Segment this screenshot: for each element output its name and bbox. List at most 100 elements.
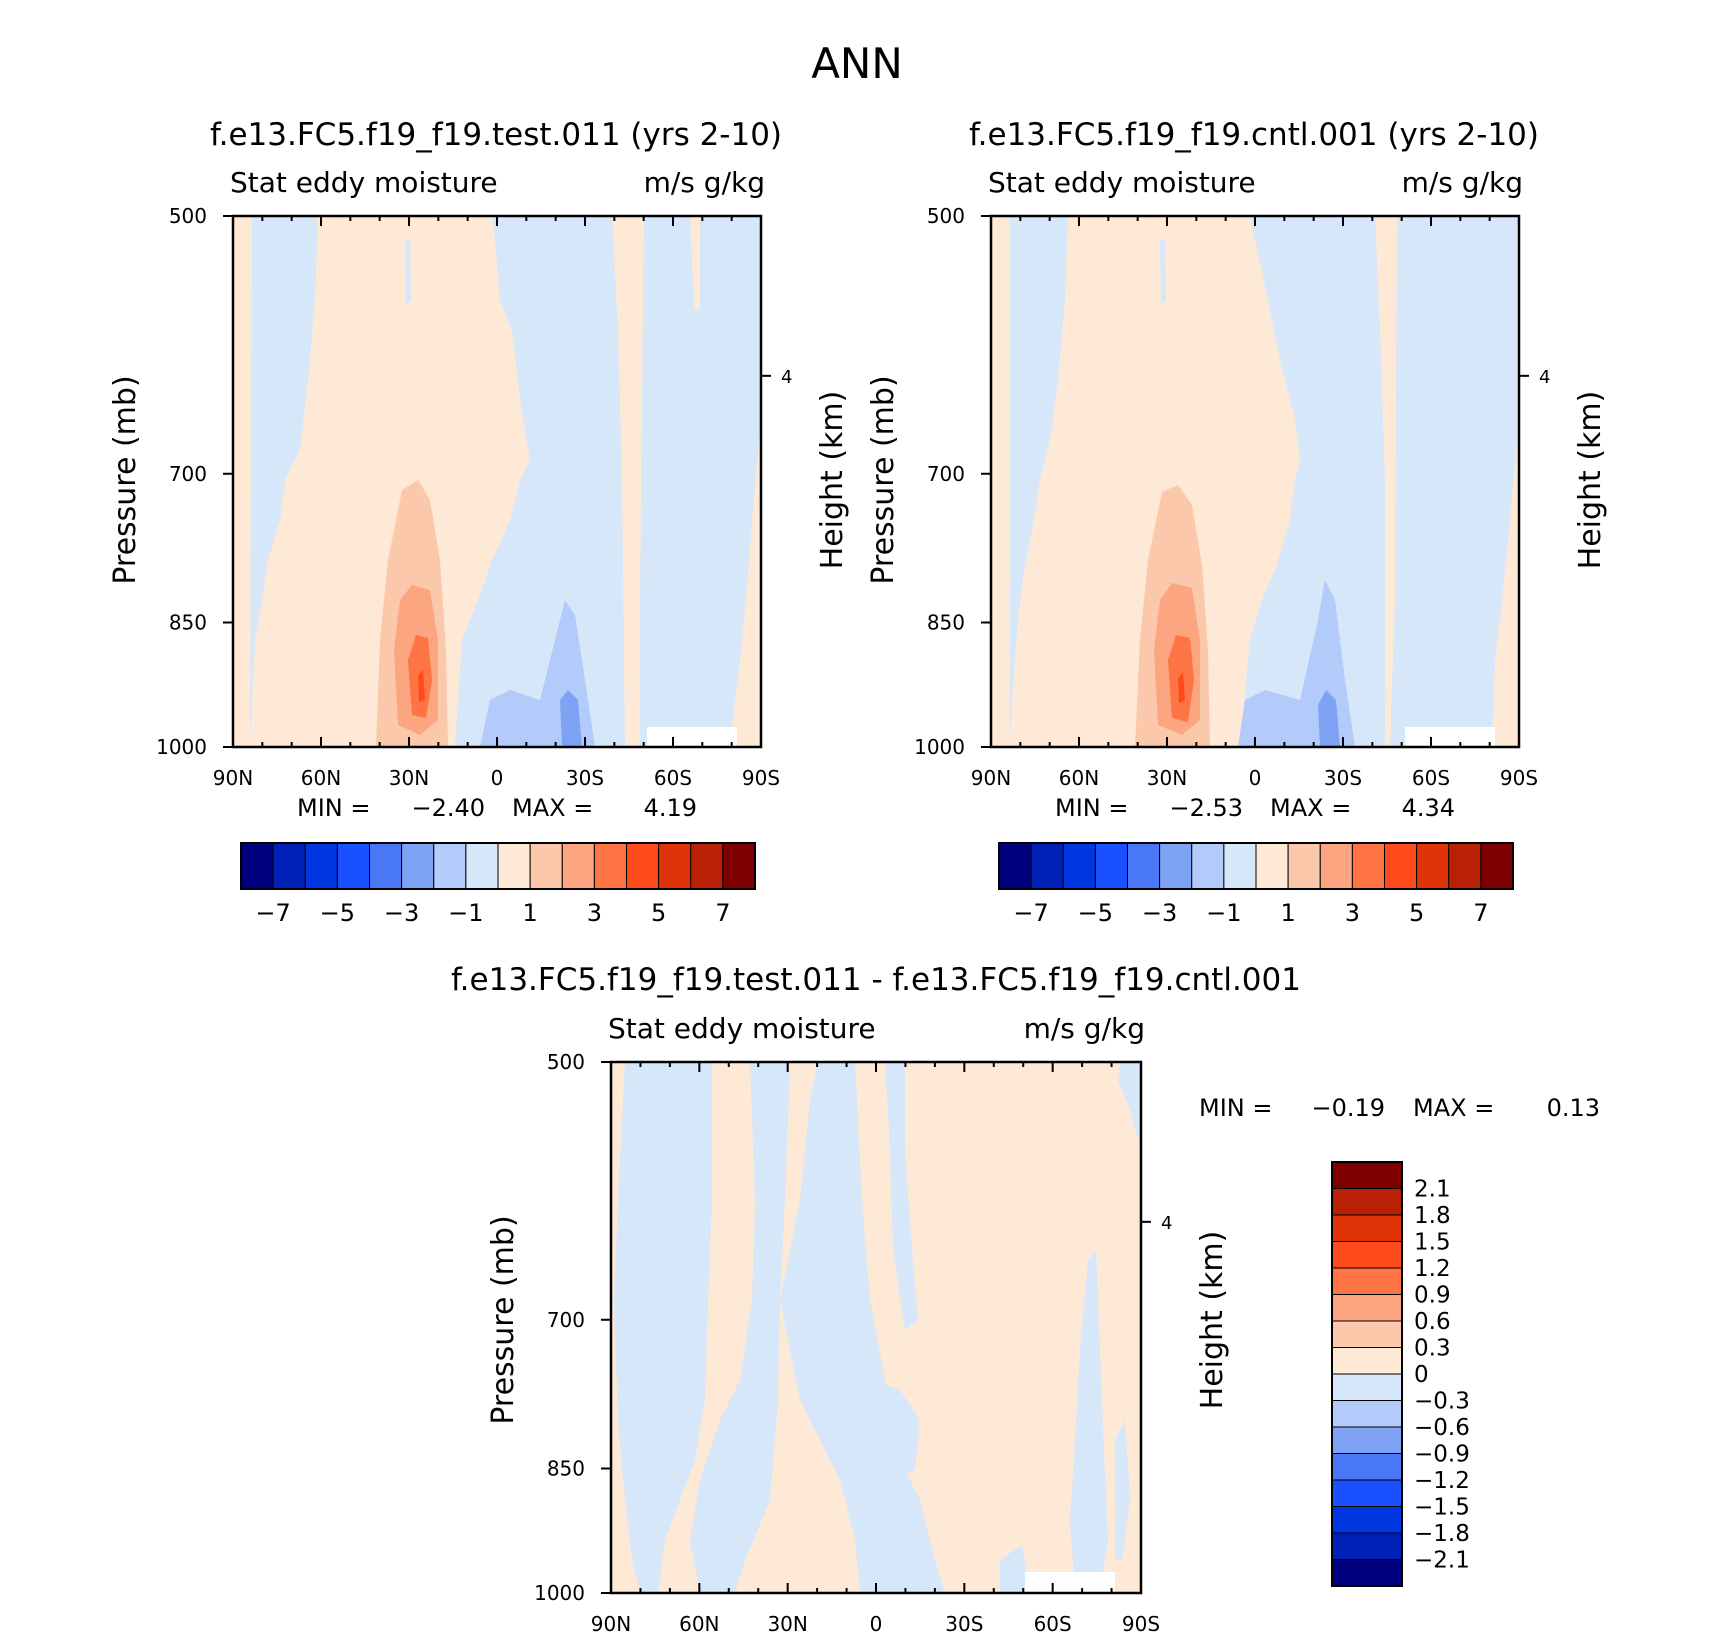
y-tick-label: 500	[927, 204, 965, 228]
colorbar-label: −1.5	[1414, 1495, 1470, 1521]
colorbar-label: 2.1	[1414, 1177, 1451, 1203]
left-title: Stat eddy moisture	[988, 166, 1256, 199]
colorbar-swatch	[1127, 842, 1161, 890]
panel-title: f.e13.FC5.f19_f19.test.011 (yrs 2-10)	[210, 117, 782, 153]
contour-region	[885, 1062, 918, 1330]
colorbar-swatch	[1094, 842, 1128, 890]
colorbar-frame	[1331, 1161, 1403, 1587]
colorbar-swatch	[1030, 842, 1064, 890]
colorbar-swatch	[272, 842, 306, 890]
colorbar: −7 −5 −3 −1 1 3 5 7	[240, 842, 756, 927]
colorbar-swatch	[1331, 1559, 1403, 1587]
contour-region	[640, 216, 761, 747]
colorbar-label: 1.8	[1414, 1203, 1451, 1229]
left-title: Stat eddy moisture	[608, 1012, 876, 1045]
contour-region	[614, 1062, 712, 1593]
x-tick-label: 60S	[654, 766, 692, 790]
contour-field-difference	[611, 1062, 1141, 1593]
colorbar-label: −0.3	[1414, 1389, 1470, 1415]
colorbar-label: 7	[1473, 899, 1488, 927]
colorbar-swatch	[626, 842, 660, 890]
max-label: MAX =	[1270, 794, 1351, 822]
colorbar-swatch	[722, 842, 756, 890]
colorbar-label: −1	[448, 899, 483, 927]
colorbar: 2.11.81.51.20.90.60.30−0.3−0.6−0.9−1.2−1…	[1331, 1161, 1470, 1587]
contour-field-cntl	[991, 216, 1519, 747]
contour-field-test	[233, 216, 761, 747]
panel-title: f.e13.FC5.f19_f19.test.011 - f.e13.FC5.f…	[451, 962, 1301, 998]
y-right-tick-label: 4	[1539, 367, 1550, 388]
contour-region	[418, 670, 425, 702]
right-title: m/s g/kg	[1024, 1012, 1145, 1045]
colorbar-label: 0.9	[1414, 1283, 1451, 1309]
colorbar-label: −1.2	[1414, 1468, 1470, 1494]
y-axis-right-label: Height (km)	[815, 391, 850, 570]
colorbar-label: −5	[320, 899, 355, 927]
colorbar-label: 1.5	[1414, 1230, 1451, 1256]
y-tick-label: 1000	[156, 735, 207, 759]
contour-region	[1115, 1420, 1130, 1560]
missing-data	[1405, 727, 1495, 747]
x-tick-label: 90S	[1122, 1612, 1160, 1636]
y-tick-label: 1000	[534, 1581, 585, 1605]
panel-test: 90N 60N 30N 0 30S 60S 90S 500 700 850 1000 4 f.e13.…	[108, 117, 850, 927]
colorbar-swatch	[529, 842, 563, 890]
colorbar-label: −0.6	[1414, 1415, 1470, 1441]
contour-region	[560, 690, 582, 747]
max-value: 4.34	[1402, 794, 1455, 822]
contour-region	[991, 216, 1068, 747]
x-tick-label: 90N	[971, 766, 1011, 790]
missing-data	[1025, 1572, 1115, 1593]
min-label: MIN =	[1055, 794, 1128, 822]
colorbar-swatch	[433, 842, 467, 890]
x-tick-label: 30N	[389, 766, 429, 790]
y-tick-label: 1000	[914, 735, 965, 759]
y-axis-label: Pressure (mb)	[486, 1215, 521, 1424]
colorbar-swatch	[1331, 1347, 1403, 1375]
colorbar-swatch	[1287, 842, 1321, 890]
colorbar-swatch	[1351, 842, 1385, 890]
panel-cntl: 90N 60N 30N 0 30S 60S 90S 500 700 850 1000 4 f.e13.…	[866, 117, 1608, 927]
max-label: MAX =	[1413, 1094, 1494, 1122]
axis-ticks: 90N 60N 30N 0 30S 60S 90S 500 700 850 1000 4	[534, 1050, 1172, 1636]
colorbar-label: −0.9	[1414, 1442, 1470, 1468]
colorbar-label: −3	[1142, 899, 1177, 927]
y-right-tick-label: 4	[1161, 1213, 1172, 1234]
y-axis-label: Pressure (mb)	[866, 375, 901, 584]
x-tick-label: 0	[1249, 766, 1262, 790]
colorbar-swatch	[1255, 842, 1289, 890]
axis-ticks: 90N 60N 30N 0 30S 60S 90S 500 700 850 1000 4	[914, 204, 1550, 790]
page-title: ANN	[811, 39, 903, 88]
contour-region	[780, 1062, 945, 1593]
x-tick-label: 60N	[1059, 766, 1099, 790]
min-value: −2.53	[1169, 794, 1243, 822]
y-tick-label: 500	[169, 204, 207, 228]
contour-region	[1118, 1062, 1141, 1150]
y-axis-right-label: Height (km)	[1195, 1231, 1230, 1410]
contour-region	[233, 216, 318, 747]
x-tick-label: 90S	[742, 766, 780, 790]
contour-region	[1178, 672, 1185, 703]
colorbar-swatch	[1331, 1294, 1403, 1322]
colorbar-label: 0.6	[1414, 1309, 1451, 1335]
colorbar: −7 −5 −3 −1 1 3 5 7	[998, 842, 1514, 927]
x-tick-label: 90S	[1500, 766, 1538, 790]
colorbar-swatch	[1331, 1214, 1403, 1242]
contour-region	[1160, 240, 1166, 305]
colorbar-swatch	[998, 842, 1032, 890]
colorbar-label: 5	[1409, 899, 1424, 927]
contour-region	[1240, 216, 1385, 747]
colorbar-label: 3	[1345, 899, 1360, 927]
contour-region	[991, 216, 1010, 747]
max-label: MAX =	[512, 794, 593, 822]
colorbar-swatch	[336, 842, 370, 890]
colorbar-swatch	[561, 842, 595, 890]
colorbar-swatch	[1331, 1161, 1403, 1189]
colorbar-label: 7	[715, 899, 730, 927]
colorbar-label: −1.8	[1414, 1521, 1470, 1547]
contour-region	[1318, 690, 1340, 747]
y-right-tick-label: 4	[781, 367, 792, 388]
colorbar-label: −3	[384, 899, 419, 927]
right-title: m/s g/kg	[644, 166, 765, 199]
